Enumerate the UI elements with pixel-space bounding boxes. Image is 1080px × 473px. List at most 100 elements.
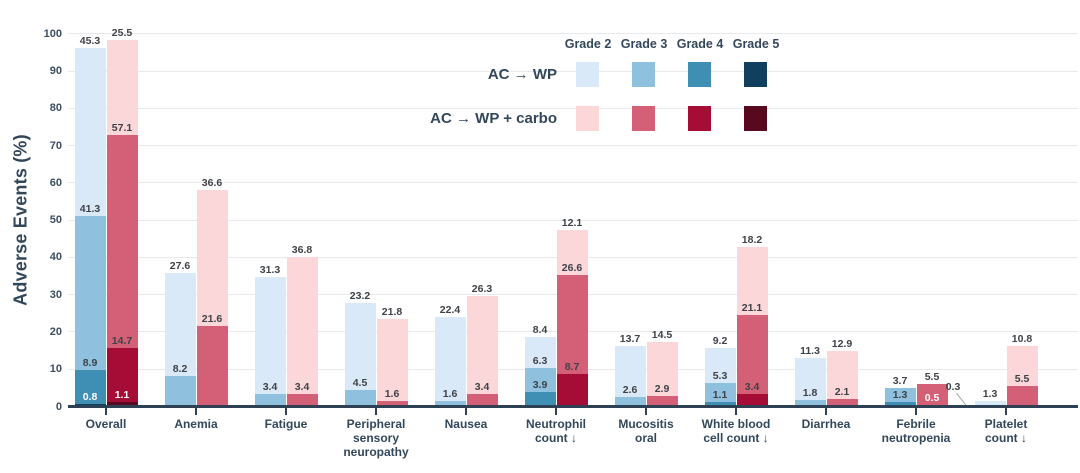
category-label-line: Nausea	[444, 417, 488, 431]
x-axis-line	[68, 405, 1078, 408]
bar-segment-carbo-g3	[826, 398, 858, 407]
value-label-carbo-g2: 12.9	[831, 337, 853, 350]
bar-segment-carbo-g5	[106, 402, 138, 407]
legend-arm-label-wp: AC → WP	[487, 66, 557, 83]
category-label-line: Platelet	[984, 417, 1028, 431]
y-tick-label-70: 70	[49, 139, 62, 152]
bar-segment-carbo-g2	[826, 350, 858, 399]
bar-segment-carbo-g2	[556, 229, 588, 275]
bar-segment-carbo-g4	[556, 374, 588, 407]
value-label-carbo-g3: 3.4	[294, 380, 310, 393]
y-tick-label-40: 40	[49, 251, 62, 264]
y-tick-label-20: 20	[49, 325, 62, 338]
value-label-carbo-g2: 12.1	[561, 216, 583, 229]
value-label-wp-g2: 1.3	[982, 387, 998, 400]
bar-segment-wp-g2	[794, 357, 826, 400]
value-label-carbo-g3: 5.5	[924, 371, 940, 384]
gridline-90	[68, 70, 1078, 72]
y-tick-label-80: 80	[49, 102, 62, 115]
category-label: White blood cell count ↓	[676, 417, 796, 445]
value-label-wp-g3: 1.8	[802, 386, 818, 399]
value-label-carbo-g2: 18.2	[741, 234, 763, 247]
category-label: Anemia	[136, 417, 256, 431]
y-tick-label-10: 10	[49, 363, 62, 376]
bar-segment-wp-g3	[524, 368, 556, 392]
value-label-carbo-g3: 21.6	[201, 312, 223, 325]
value-label-leader-line	[956, 392, 967, 405]
category-label-line: count ↓	[535, 431, 577, 445]
category-label: Diarrhea	[766, 417, 886, 431]
bar-segment-carbo-g3	[1006, 386, 1038, 407]
value-label-carbo-g5: 1.1	[114, 389, 130, 402]
bar-segment-wp-g3	[704, 382, 736, 403]
gridline-80	[68, 107, 1078, 109]
value-label-wp-g2: 31.3	[259, 264, 281, 277]
legend-swatch-wp-g3	[632, 62, 655, 87]
bar-segment-carbo-g3	[556, 274, 588, 375]
value-label-carbo-g2: 21.8	[381, 306, 403, 319]
bar-segment-carbo-g2	[466, 295, 498, 394]
x-axis-tick	[375, 408, 377, 415]
bar-segment-wp-g2	[614, 345, 646, 397]
bar-segment-wp-g3	[254, 393, 286, 407]
bar-segment-carbo-g2	[736, 247, 768, 316]
bar-segment-carbo-g4	[736, 393, 768, 407]
bar-segment-wp-g2	[74, 47, 106, 217]
value-label-wp-g2: 13.7	[619, 332, 641, 345]
value-label-carbo-g3: 26.6	[561, 261, 583, 274]
legend-grade-header: Grade 2	[564, 37, 612, 51]
bar-segment-carbo-g3	[376, 400, 408, 407]
gridline-100	[68, 33, 1078, 35]
value-label-carbo-g3: 57.1	[111, 121, 133, 134]
legend-swatch-wp-g5	[744, 62, 767, 87]
category-label-line: Mucositis	[618, 417, 674, 431]
y-tick-label-0: 0	[55, 400, 62, 413]
bar-segment-carbo-g3	[106, 134, 138, 348]
bar-segment-wp-g3	[74, 216, 106, 371]
bar-segment-carbo-g2	[106, 39, 138, 135]
bar-segment-wp-g3	[434, 400, 466, 407]
value-label-wp-g3: 0.3	[945, 380, 961, 393]
category-label-line: sensory	[352, 431, 400, 445]
bar-segment-wp-g3	[794, 399, 826, 407]
bar-segment-wp-g2	[524, 337, 556, 369]
legend-grade-header: Grade 5	[732, 37, 780, 51]
value-label-wp-g3: 1.6	[442, 387, 458, 400]
bar-segment-wp-g3	[344, 389, 376, 407]
x-axis-tick	[645, 408, 647, 415]
bar-segment-carbo-g2	[376, 319, 408, 401]
value-label-carbo-g2: 10.8	[1011, 332, 1033, 345]
category-label-line: White blood	[701, 417, 771, 431]
bar-segment-carbo-g4	[106, 347, 138, 403]
category-label-line: Overall	[85, 417, 127, 431]
legend-swatch-wp-g4	[688, 62, 711, 87]
bar-segment-wp-g2	[254, 277, 286, 394]
value-label-wp-g3: 41.3	[79, 203, 101, 216]
value-label-wp-g2: 45.3	[79, 34, 101, 47]
y-tick-label-60: 60	[49, 176, 62, 189]
legend-arm-label-carbo: AC → WP + carbo	[430, 110, 557, 127]
bar-segment-wp-g3	[884, 387, 916, 402]
bar-segment-carbo-g3	[466, 393, 498, 407]
value-label-carbo-g4: 14.7	[111, 334, 133, 347]
bar-segment-carbo-g3	[196, 325, 228, 407]
gridline-50	[68, 219, 1078, 221]
category-label-line: Peripheral	[346, 417, 406, 431]
category-label-line: Febrile	[896, 417, 936, 431]
value-label-carbo-g3: 1.6	[384, 387, 400, 400]
value-label-carbo-g4: 8.7	[564, 361, 580, 374]
category-label: Neutrophil count ↓	[496, 417, 616, 445]
category-label-line: count ↓	[985, 431, 1027, 445]
category-label: Peripheral sensory neuropathy	[316, 417, 436, 459]
value-label-carbo-g3: 2.1	[834, 385, 850, 398]
value-label-wp-g3: 2.6	[622, 383, 638, 396]
bar-segment-carbo-g3	[736, 315, 768, 394]
bar-segment-wp-g3	[614, 396, 646, 407]
x-axis-tick	[465, 408, 467, 415]
gridline-70	[68, 145, 1078, 147]
category-label-line: Fatigue	[264, 417, 308, 431]
value-label-carbo-g3: 3.4	[474, 380, 490, 393]
value-label-wp-g4: 3.9	[532, 378, 548, 391]
value-label-wp-g3: 4.5	[352, 376, 368, 389]
